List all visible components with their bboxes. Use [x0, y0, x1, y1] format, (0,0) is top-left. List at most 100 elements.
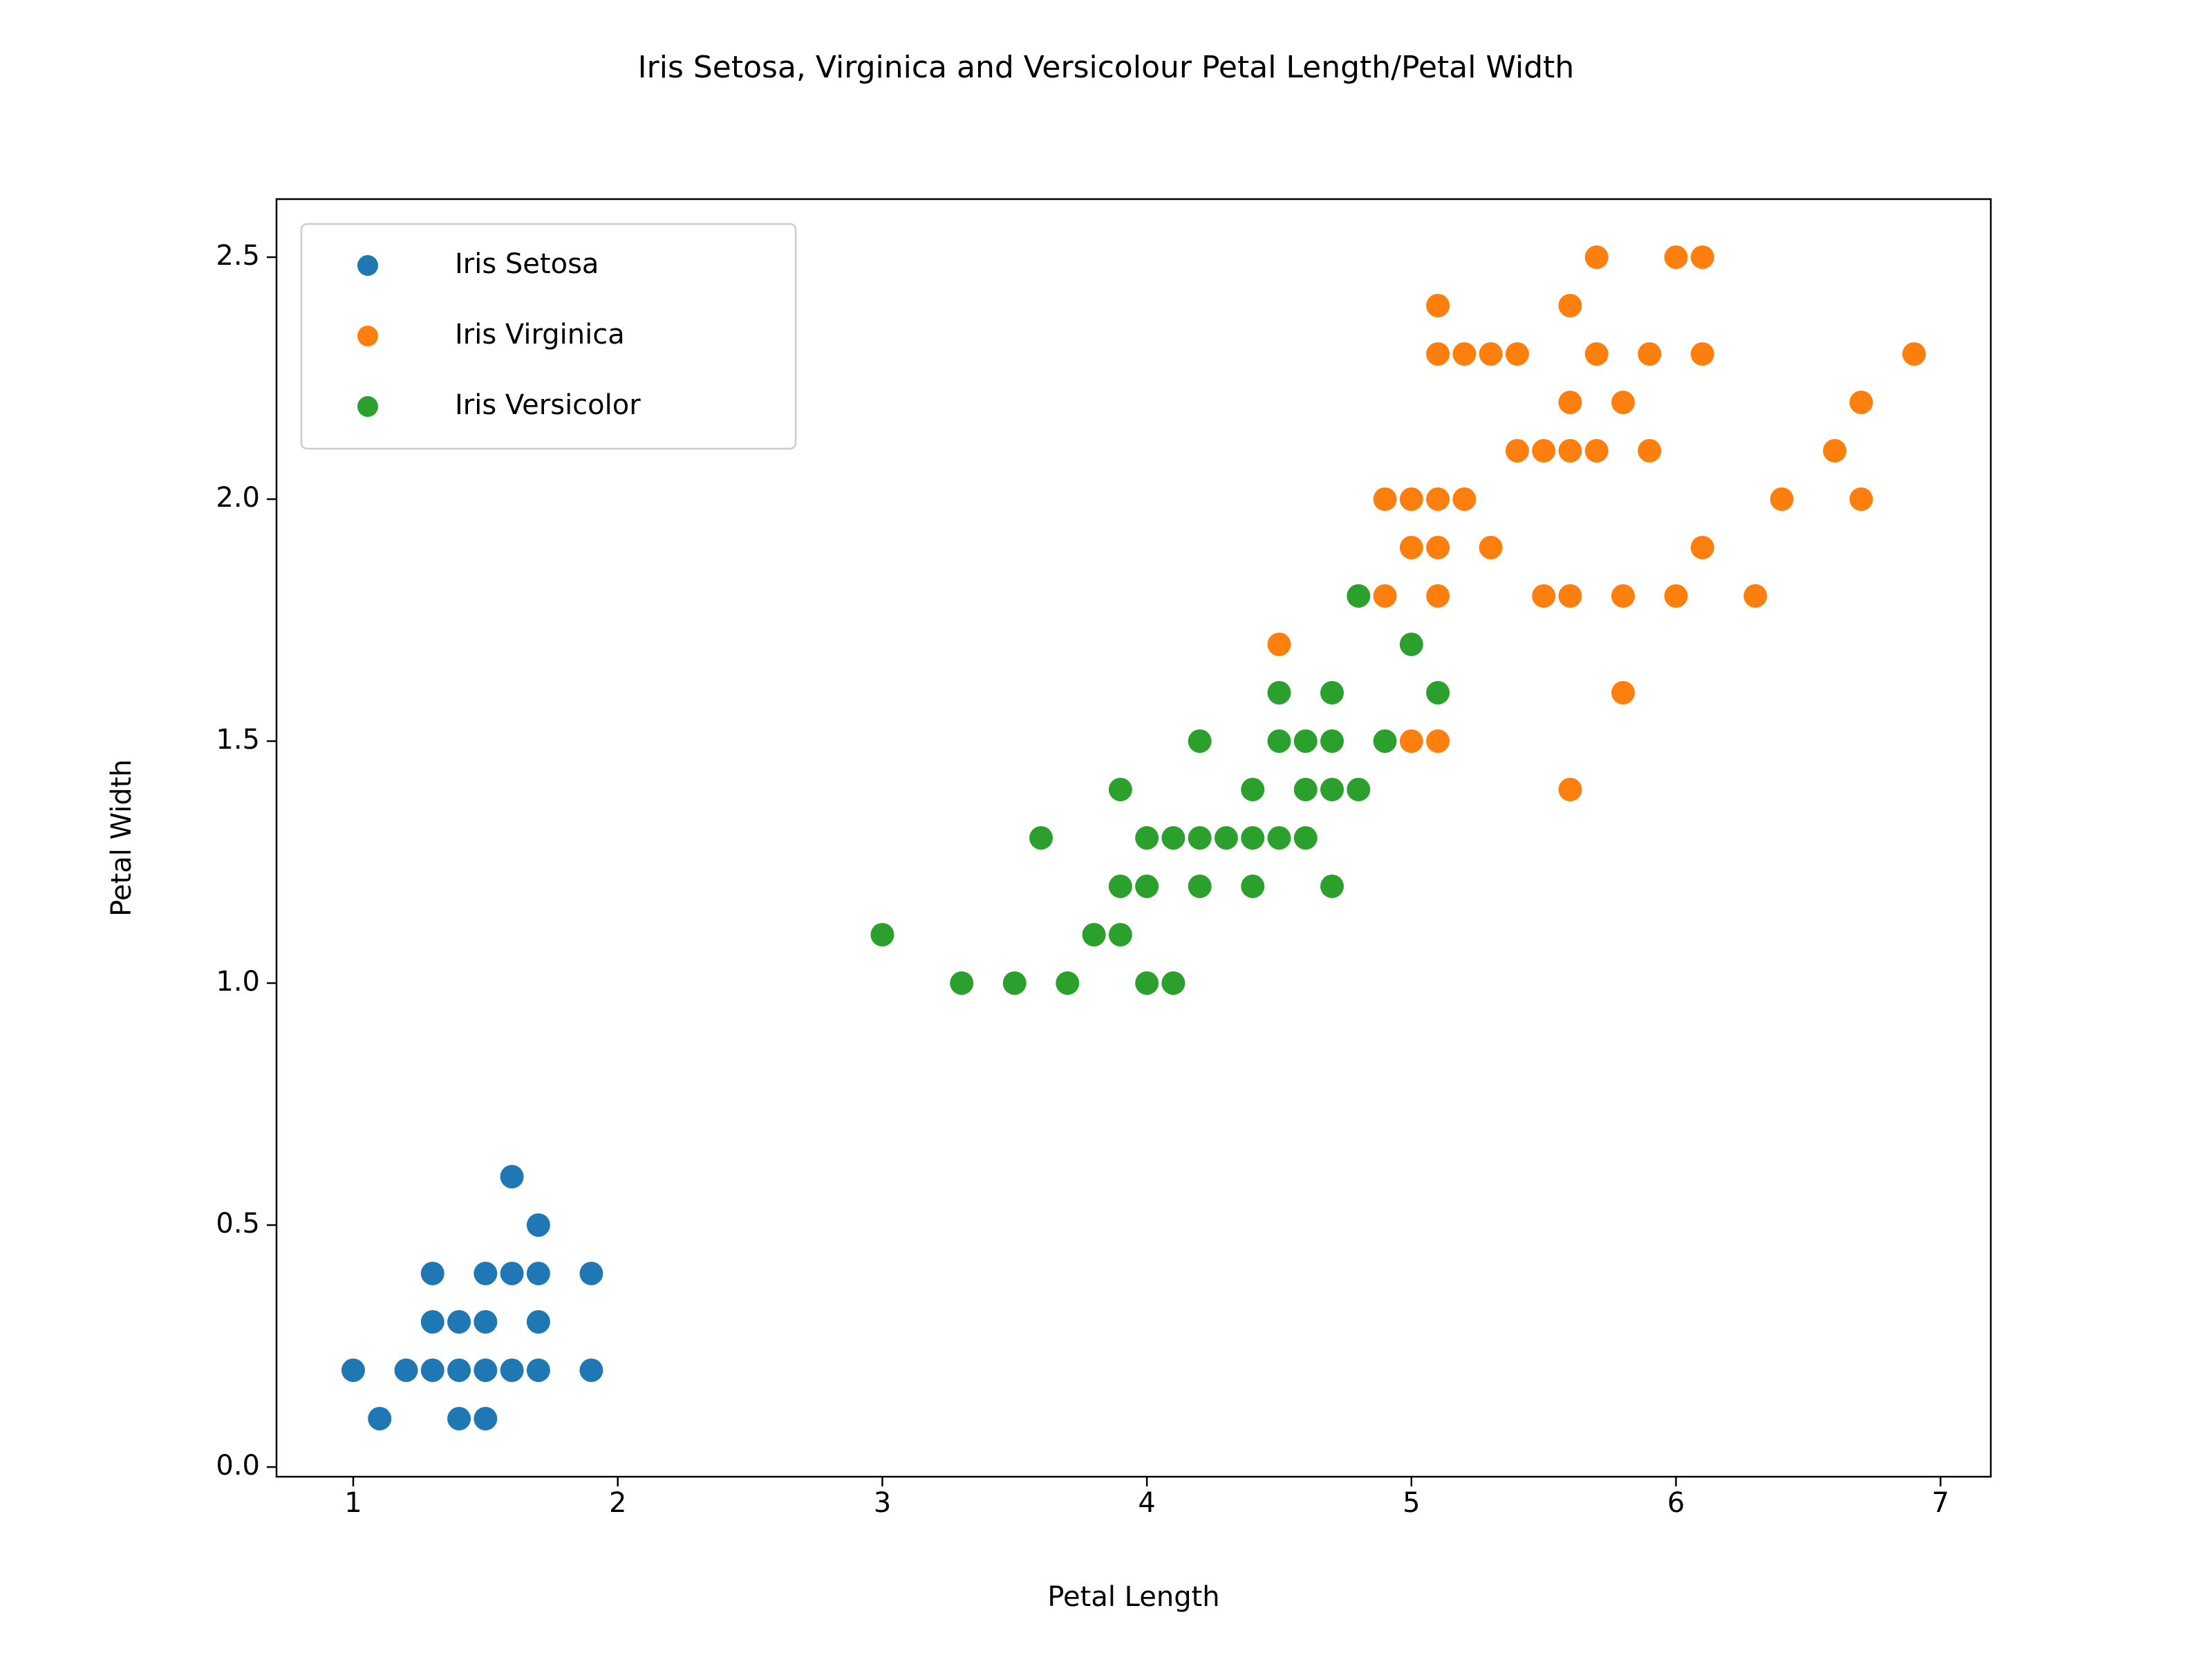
data-point [1849, 487, 1873, 511]
data-point [1823, 439, 1847, 463]
data-point [1267, 633, 1291, 656]
x-tick-label: 7 [1932, 1487, 1949, 1519]
data-point [420, 1262, 444, 1285]
data-point [1267, 826, 1291, 850]
data-point [1293, 826, 1318, 850]
data-point [1532, 439, 1556, 463]
data-point [1611, 391, 1635, 414]
data-point [1161, 826, 1185, 850]
data-point [1479, 342, 1503, 366]
data-point [950, 971, 974, 995]
data-point [1452, 342, 1477, 366]
data-point [1320, 681, 1344, 704]
data-point [1320, 875, 1344, 898]
data-point [579, 1358, 603, 1382]
data-point [1426, 681, 1450, 704]
y-tick-label: 1.0 [216, 966, 260, 998]
data-point [1426, 584, 1450, 608]
data-point [1743, 584, 1768, 608]
data-point [447, 1358, 471, 1382]
data-point [1320, 778, 1344, 801]
data-point [1029, 826, 1053, 850]
data-point [526, 1213, 550, 1237]
series-0 [341, 1165, 603, 1430]
data-point [526, 1310, 550, 1334]
data-point [1188, 826, 1212, 850]
data-point [1347, 584, 1371, 608]
data-point [1293, 729, 1318, 753]
y-tick-label: 2.0 [216, 482, 260, 514]
data-point [1532, 584, 1556, 608]
x-axis-ticks: 1 2 3 4 5 6 7 [344, 1477, 1949, 1519]
data-point [526, 1262, 550, 1285]
data-point [1611, 681, 1635, 704]
data-point [420, 1310, 444, 1334]
data-point [1241, 875, 1265, 898]
axes-frame [275, 198, 1992, 1478]
data-point [1849, 391, 1873, 414]
data-point [1135, 826, 1159, 850]
legend-marker-versicolor [357, 396, 378, 417]
x-axis-label: Petal Length [1047, 1581, 1219, 1613]
data-point [1399, 729, 1423, 753]
x-tick-label: 2 [609, 1487, 626, 1519]
data-point [447, 1310, 471, 1334]
data-point [579, 1262, 603, 1285]
data-point [1267, 729, 1291, 753]
data-point [1426, 536, 1450, 559]
data-point [1135, 875, 1159, 898]
data-point [1426, 294, 1450, 317]
data-point [1584, 342, 1609, 366]
legend: Iris Setosa Iris Virginica Iris Versicol… [300, 223, 797, 450]
data-point [500, 1358, 524, 1382]
data-point [1161, 971, 1185, 995]
x-tick-label: 6 [1667, 1487, 1685, 1519]
data-point [1108, 778, 1132, 801]
x-tick-label: 4 [1138, 1487, 1155, 1519]
data-point [474, 1310, 498, 1334]
data-point [1214, 826, 1238, 850]
data-point [500, 1165, 524, 1188]
data-point [1426, 342, 1450, 366]
legend-frame [300, 223, 797, 450]
data-point [1558, 294, 1582, 317]
data-point [1690, 536, 1714, 559]
data-point [394, 1358, 418, 1382]
data-point [1558, 584, 1582, 608]
data-point [1373, 729, 1397, 753]
data-point [870, 923, 894, 946]
data-point [1584, 245, 1609, 269]
data-point [474, 1262, 498, 1285]
data-point [1399, 536, 1423, 559]
data-point [1320, 729, 1344, 753]
data-point [1664, 584, 1688, 608]
legend-label-versicolor: Iris Versicolor [455, 389, 641, 421]
data-point [1399, 487, 1423, 511]
legend-label-virginica: Iris Virginica [455, 319, 625, 351]
y-tick-label: 2.5 [216, 240, 260, 272]
legend-marker-virginica [357, 326, 378, 346]
data-point [1399, 633, 1423, 656]
data-point [1108, 923, 1132, 946]
data-point [1108, 875, 1132, 898]
data-point [1558, 778, 1582, 801]
legend-label-setosa: Iris Setosa [455, 248, 599, 280]
series-2 [870, 584, 1450, 995]
data-point [1426, 729, 1450, 753]
data-point [1347, 778, 1371, 801]
data-point [474, 1407, 498, 1430]
data-point [1452, 487, 1477, 511]
data-point [526, 1358, 550, 1382]
data-point [368, 1407, 392, 1430]
data-point [1188, 729, 1212, 753]
y-axis-label: Petal Width [106, 759, 138, 917]
data-point [1426, 487, 1450, 511]
plot-area [341, 245, 1927, 1430]
y-axis-ticks: 0.0 0.5 1.0 1.5 2.0 2.5 [216, 240, 276, 1482]
data-point [1558, 439, 1582, 463]
data-point [1690, 342, 1714, 366]
data-point [1082, 923, 1106, 946]
data-point [1293, 778, 1318, 801]
data-point [1664, 245, 1688, 269]
